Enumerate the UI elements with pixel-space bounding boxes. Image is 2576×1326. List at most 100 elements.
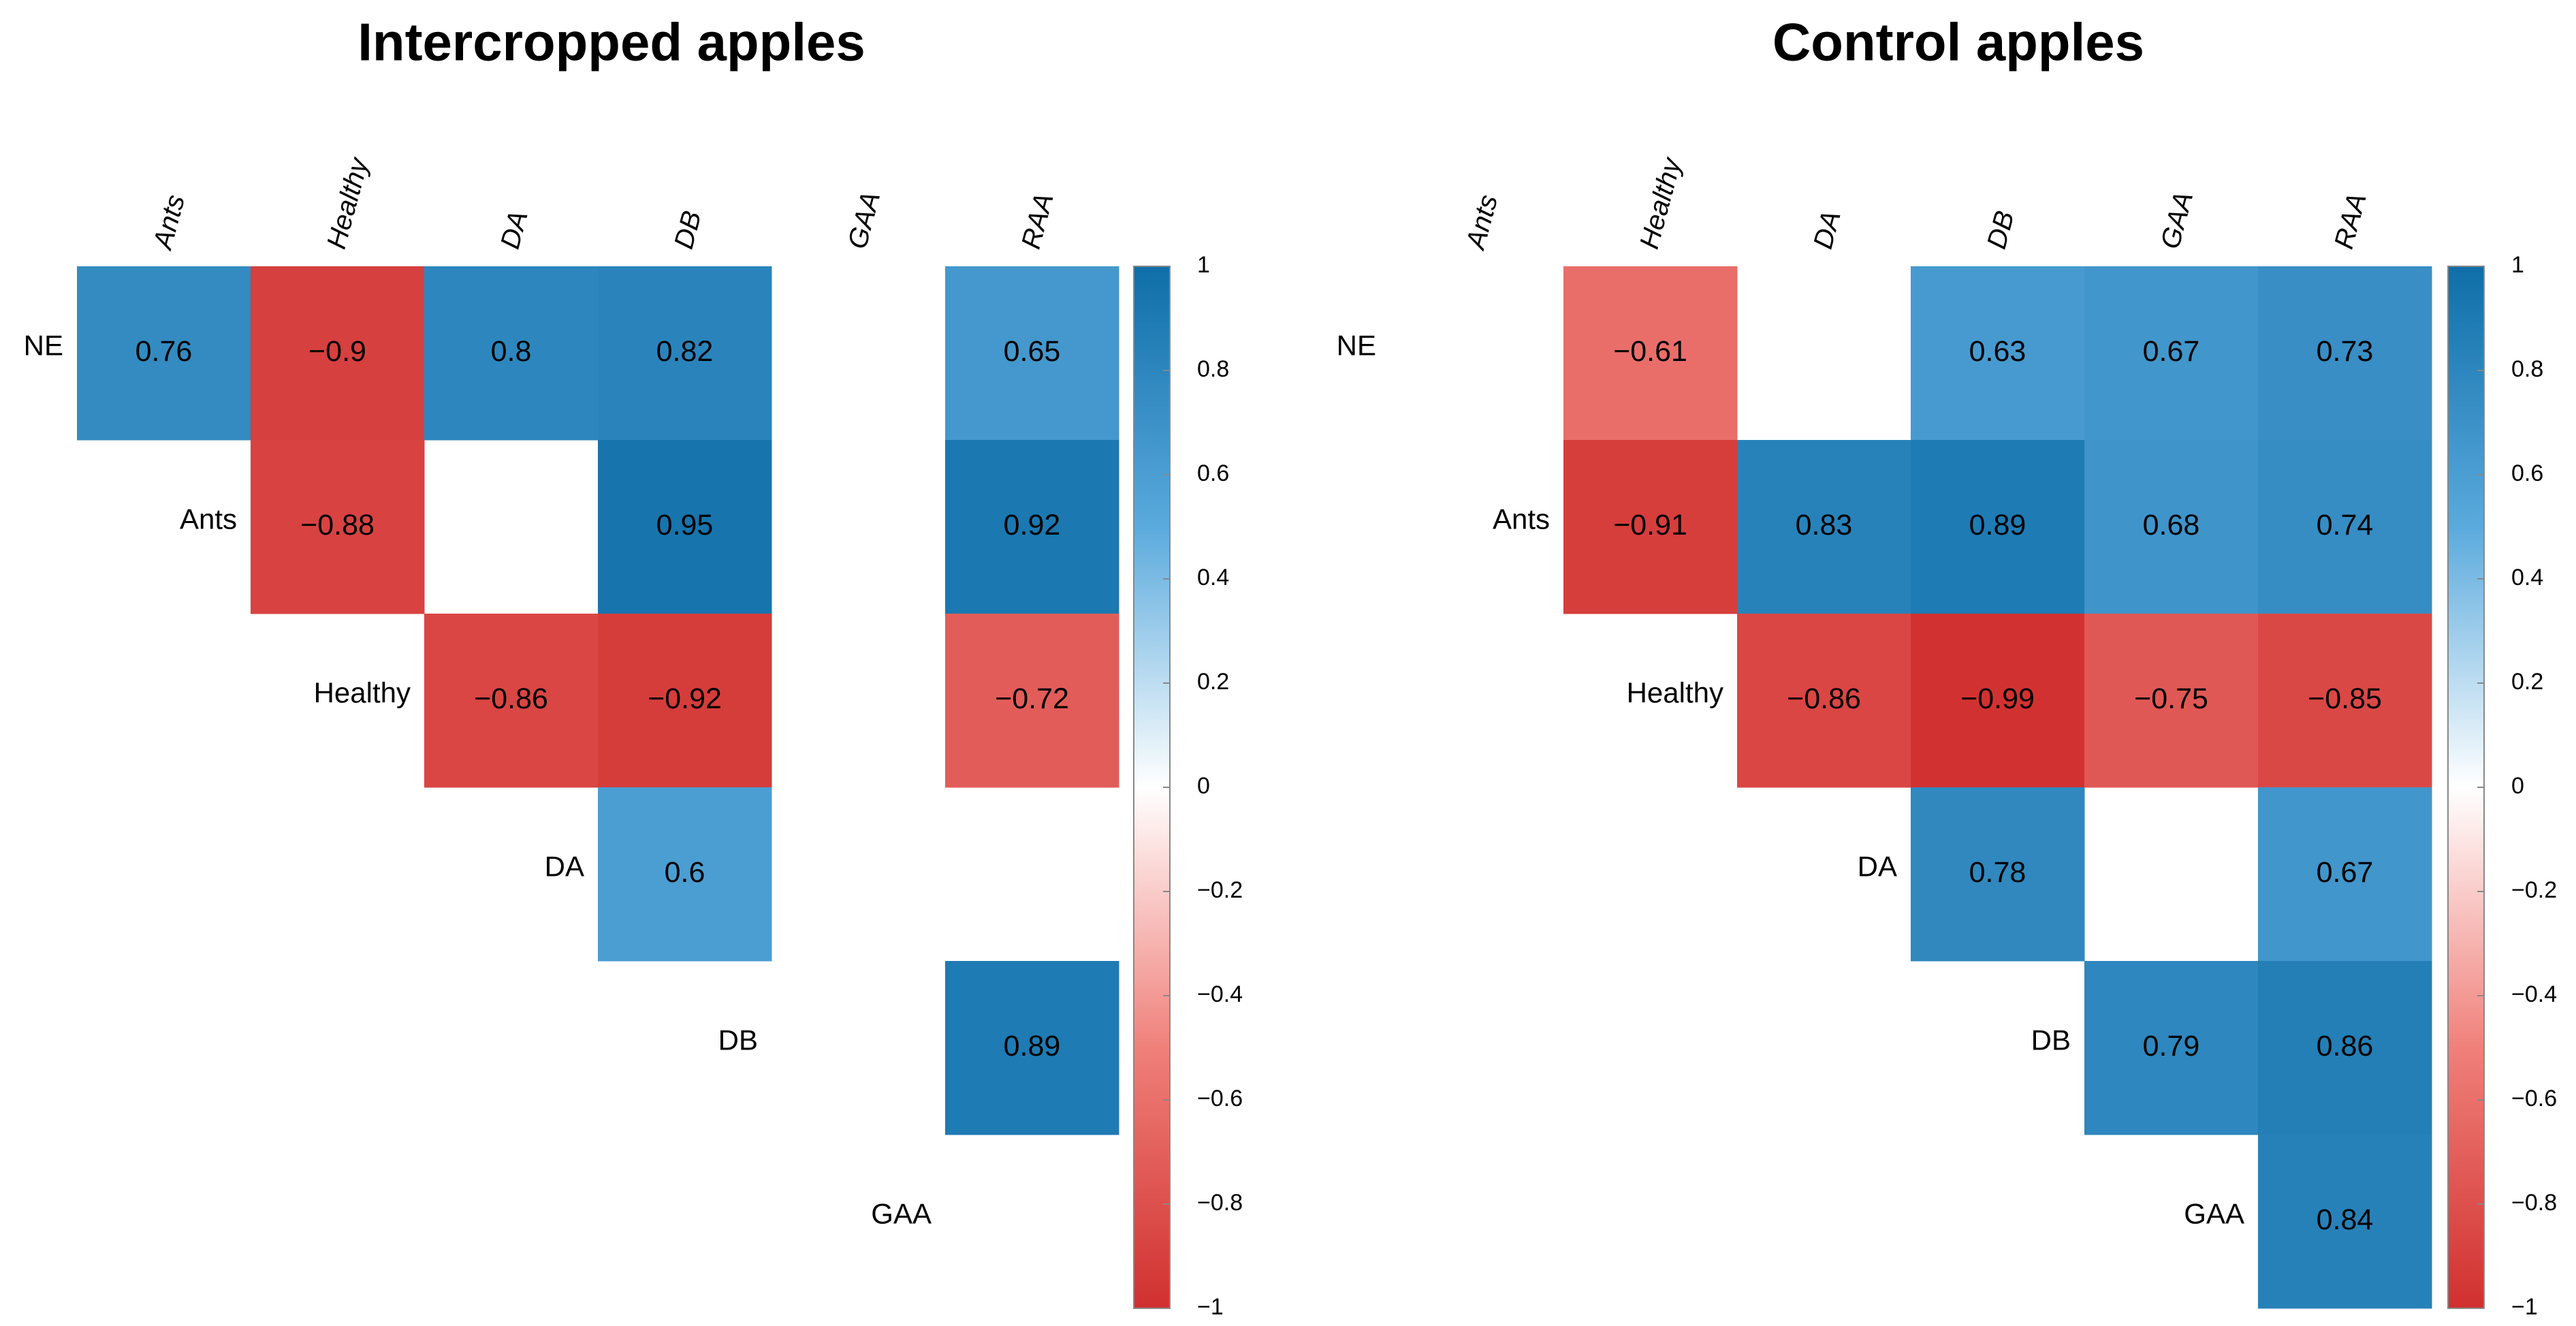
heatmap-cell	[2258, 961, 2432, 1135]
row-label: Ants	[180, 503, 237, 535]
row-label: DB	[2031, 1024, 2071, 1056]
heatmap-cell	[2258, 1135, 2432, 1309]
cell-value-label: 0.95	[656, 509, 714, 541]
cell-value-label: −0.88	[300, 509, 375, 541]
heatmap-cell	[2084, 961, 2259, 1135]
row-label: NE	[24, 330, 63, 362]
column-label: Healthy	[321, 153, 375, 252]
heatmap-cell	[1911, 266, 2085, 441]
heatmap-cell	[424, 266, 599, 441]
cell-value-label: 0.84	[2317, 1203, 2374, 1236]
colorbar-tick-label: −0.2	[2511, 877, 2557, 903]
cell-value-label: −0.86	[1787, 682, 1861, 715]
column-label: DB	[669, 208, 707, 252]
cell-value-label: 0.74	[2317, 509, 2374, 541]
colorbar-tick-label: −0.4	[1197, 981, 1243, 1007]
chart-title: Control apples	[1772, 12, 2144, 72]
column-label: DA	[495, 208, 534, 252]
colorbar-tick-label: −0.8	[2511, 1190, 2557, 1216]
heatmap-cell	[598, 440, 772, 614]
colorbar-tick-label: 0.4	[2511, 565, 2543, 590]
column-label: DA	[1808, 208, 1847, 252]
colorbar-tick-label: −0.8	[1197, 1190, 1243, 1216]
heatmap-cell	[2084, 614, 2259, 788]
cell-value-label: 0.73	[2317, 335, 2374, 368]
heatmap-cell	[1737, 440, 1911, 614]
cell-value-label: 0.63	[1969, 335, 2026, 368]
cell-value-label: −0.85	[2308, 682, 2382, 715]
heatmap-cell	[2084, 440, 2259, 614]
cell-value-label: 0.67	[2317, 856, 2374, 889]
row-label: NE	[1337, 330, 1376, 362]
colorbar-tick-label: 0	[2511, 773, 2524, 799]
cell-value-label: 0.67	[2143, 335, 2200, 368]
row-label: Ants	[1493, 503, 1550, 535]
colorbar-tick-label: 0.2	[1197, 669, 1229, 695]
cell-value-label: 0.68	[2143, 509, 2200, 541]
heatmap-cell	[1563, 440, 1738, 614]
heatmap-cell	[1911, 614, 2085, 788]
cell-value-label: −0.92	[648, 682, 722, 715]
colorbar-tick-label: 0.4	[1197, 565, 1229, 590]
row-label: GAA	[871, 1198, 932, 1230]
cell-value-label: 0.76	[136, 335, 193, 368]
chart-title: Intercropped apples	[357, 12, 865, 72]
cell-value-label: 0.6	[665, 856, 705, 889]
row-label: Healthy	[1627, 677, 1723, 709]
heatmap-cell	[945, 440, 1119, 614]
heatmap-cell	[1737, 614, 1911, 788]
heatmap-cell	[598, 266, 772, 441]
heatmap-cell	[2084, 266, 2259, 441]
heatmap-cell	[2258, 787, 2432, 962]
cell-value-label: 0.92	[1004, 509, 1061, 541]
column-label: GAA	[842, 189, 886, 252]
colorbar-tick-label: −0.2	[1197, 877, 1243, 903]
heatmap-cell	[945, 266, 1119, 441]
cell-value-label: 0.65	[1004, 335, 1061, 368]
colorbar-tick-label: −0.6	[2511, 1086, 2557, 1111]
column-label: RAA	[2329, 190, 2372, 252]
row-label: DA	[545, 851, 584, 883]
cell-value-label: 0.89	[1004, 1030, 1061, 1062]
heatmap-cell	[1563, 266, 1738, 441]
heatmap-cell	[251, 440, 425, 614]
cell-value-label: −0.9	[308, 335, 366, 368]
heatmap-cell	[945, 614, 1119, 788]
column-label: DB	[1982, 208, 2020, 252]
column-label: Ants	[147, 191, 191, 253]
colorbar-tick-label: 0.6	[1197, 460, 1229, 486]
colorbar-tick-label: −1	[2511, 1294, 2538, 1320]
colorbar-tick-label: 0	[1197, 773, 1210, 799]
cell-value-label: 0.89	[1969, 509, 2026, 541]
heatmap-cell	[2258, 614, 2432, 788]
row-label: Healthy	[314, 677, 411, 709]
cell-value-label: 0.79	[2143, 1030, 2200, 1062]
colorbar-tick-label: 0.8	[2511, 356, 2543, 382]
heatmap-cell	[424, 614, 599, 788]
cell-value-label: 0.86	[2317, 1030, 2374, 1062]
column-label: RAA	[1016, 190, 1060, 252]
colorbar-tick-label: 0.8	[1197, 356, 1229, 382]
heatmap-cell	[2258, 440, 2432, 614]
cell-value-label: −0.75	[2134, 682, 2208, 715]
row-label: DB	[718, 1024, 758, 1056]
cell-value-label: −0.72	[995, 682, 1069, 715]
cell-value-label: −0.86	[474, 682, 548, 715]
heatmap-cell	[598, 787, 772, 962]
colorbar-tick-label: 0.6	[2511, 460, 2543, 486]
column-label: GAA	[2155, 189, 2199, 252]
colorbar-tick-label: 0.2	[2511, 669, 2543, 695]
heatmap-cell	[945, 961, 1119, 1135]
cell-value-label: 0.83	[1796, 509, 1853, 541]
heatmap-cell	[598, 614, 772, 788]
cell-value-label: −0.61	[1613, 335, 1687, 368]
heatmap-cell	[77, 266, 251, 441]
colorbar-tick-label: −1	[1197, 1294, 1224, 1320]
cell-value-label: 0.82	[656, 335, 714, 368]
row-label: DA	[1858, 851, 1897, 883]
heatmap-cell	[2258, 266, 2432, 441]
colorbar-tick-label: 1	[1197, 252, 1210, 278]
colorbar-tick-label: 1	[2511, 252, 2524, 278]
cell-value-label: 0.78	[1969, 856, 2026, 889]
cell-value-label: −0.99	[1960, 682, 2035, 715]
